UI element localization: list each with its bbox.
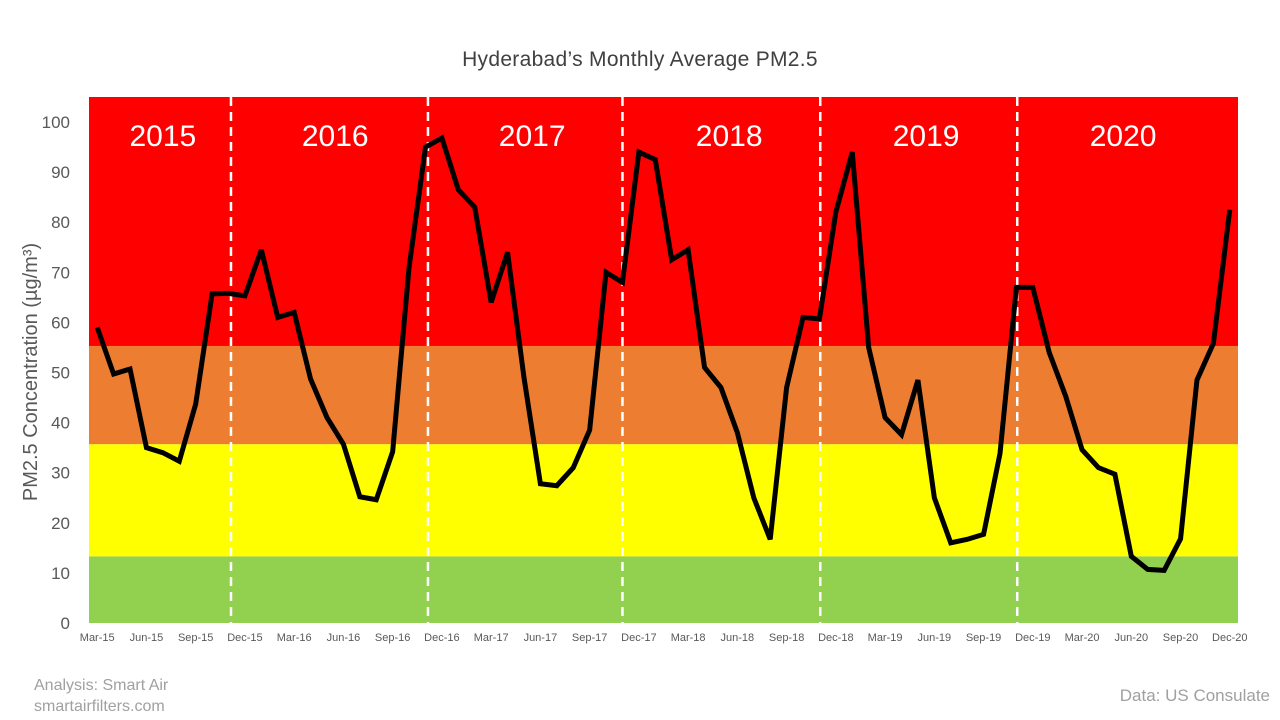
x-tick-Sep-18: Sep-18	[769, 632, 804, 644]
x-tick-Mar-17: Mar-17	[474, 632, 509, 644]
chart-title: Hyderabad’s Monthly Average PM2.5	[462, 48, 818, 71]
year-label-2017: 2017	[499, 120, 566, 153]
pm25-series	[94, 134, 1233, 573]
y-tick-10: 10	[51, 564, 70, 583]
y-tick-0: 0	[61, 614, 70, 633]
series-line-1	[94, 134, 1233, 573]
x-tick-Mar-16: Mar-16	[277, 632, 312, 644]
credit-data-source: Data: US Consulate	[1119, 686, 1270, 705]
y-axis-label: PM2.5 Concentration (µg/m³)	[20, 243, 42, 501]
x-tick-Dec-15: Dec-15	[227, 632, 262, 644]
year-dividers	[229, 97, 1019, 623]
aqi-color-bands	[89, 97, 1238, 623]
x-tick-Jun-16: Jun-16	[327, 632, 361, 644]
year-label-2018: 2018	[696, 120, 763, 153]
x-tick-Sep-15: Sep-15	[178, 632, 213, 644]
x-tick-Sep-19: Sep-19	[966, 632, 1001, 644]
x-tick-Jun-15: Jun-15	[130, 632, 164, 644]
x-tick-Jun-20: Jun-20	[1114, 632, 1148, 644]
x-tick-Dec-19: Dec-19	[1015, 632, 1050, 644]
y-tick-70: 70	[51, 263, 70, 282]
year-label-2020: 2020	[1090, 120, 1157, 153]
x-tick-Jun-17: Jun-17	[524, 632, 558, 644]
x-tick-Mar-18: Mar-18	[671, 632, 706, 644]
x-tick-Mar-19: Mar-19	[868, 632, 903, 644]
year-label-2019: 2019	[893, 120, 960, 153]
y-tick-90: 90	[51, 163, 70, 182]
year-labels: 2015 2016 2017 2018 2019 2020	[129, 120, 1156, 153]
y-tick-60: 60	[51, 313, 70, 332]
y-tick-80: 80	[51, 213, 70, 232]
band-orange	[89, 345, 1238, 445]
y-tick-100: 100	[42, 113, 70, 132]
y-tick-50: 50	[51, 364, 70, 383]
x-tick-Dec-17: Dec-17	[621, 632, 656, 644]
band-green	[89, 556, 1238, 623]
x-tick-Dec-16: Dec-16	[424, 632, 459, 644]
x-tick-Sep-16: Sep-16	[375, 632, 410, 644]
x-tick-Jun-18: Jun-18	[721, 632, 755, 644]
x-tick-Dec-20: Dec-20	[1212, 632, 1247, 644]
year-label-2015: 2015	[129, 120, 196, 153]
band-yellow	[89, 444, 1238, 557]
credit-analysis: Analysis: Smart Air	[34, 677, 169, 694]
x-tick-Sep-17: Sep-17	[572, 632, 607, 644]
x-tick-Mar-15: Mar-15	[80, 632, 115, 644]
x-tick-Mar-20: Mar-20	[1065, 632, 1100, 644]
x-tick-Jun-19: Jun-19	[918, 632, 952, 644]
y-tick-20: 20	[51, 514, 70, 533]
y-tick-30: 30	[51, 464, 70, 483]
credit-site: smartairfilters.com	[34, 698, 165, 715]
year-label-2016: 2016	[302, 120, 369, 153]
x-tick-Sep-20: Sep-20	[1163, 632, 1198, 644]
y-tick-40: 40	[51, 414, 70, 433]
x-axis-ticks: Mar-15 Jun-15 Sep-15 Dec-15 Mar-16 Jun-16 Sep-…	[80, 632, 1248, 644]
x-tick-Dec-18: Dec-18	[818, 632, 853, 644]
y-axis-ticks: 0 10 20 30 40 50 60 70 80 90 100	[42, 113, 70, 633]
